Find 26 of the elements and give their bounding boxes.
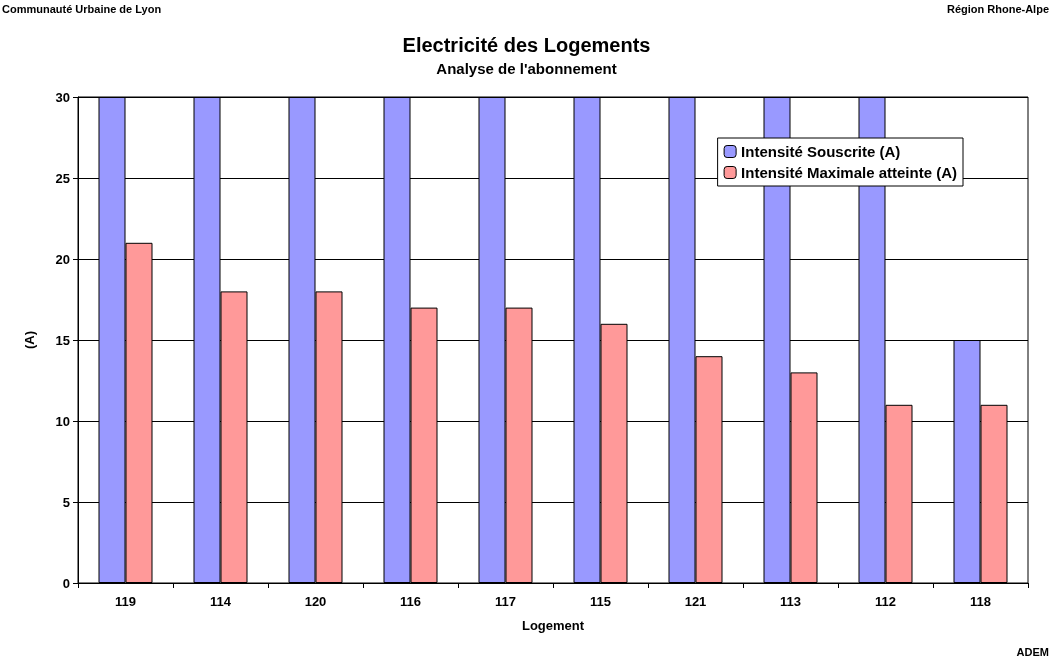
y-tick-label: 20 — [55, 251, 70, 267]
chart-title: Electricité des Logements — [402, 34, 651, 56]
y-axis-title: (A) — [22, 330, 37, 350]
y-tick-label: 5 — [62, 494, 70, 510]
x-tick-label: 116 — [400, 594, 421, 609]
x-tick-label: 121 — [684, 594, 707, 609]
x-tick-label: 112 — [875, 594, 896, 609]
y-tick-label: 15 — [55, 332, 70, 348]
x-tick-label: 117 — [495, 594, 516, 609]
y-tick-label: 0 — [62, 575, 70, 591]
legend-label: Intensité Maximale atteinte (A) — [741, 164, 958, 181]
y-tick-label: 30 — [55, 89, 70, 105]
x-tick-label: 113 — [780, 594, 801, 609]
text: Région Rhone-Alpe — [946, 2, 1050, 15]
chart-subtitle: Analyse de l'abonnement — [436, 60, 617, 77]
x-tick-label: 120 — [304, 594, 327, 609]
x-tick-label: 114 — [210, 594, 232, 609]
y-tick-label: 10 — [55, 413, 70, 429]
x-tick-label: 119 — [115, 594, 136, 609]
text: ADEM — [1016, 645, 1049, 658]
text: Communauté Urbaine de Lyon — [2, 2, 162, 15]
x-axis-title: Logement — [521, 618, 585, 633]
legend-label: Intensité Souscrite (A) — [741, 143, 901, 160]
x-tick-label: 118 — [970, 594, 991, 609]
x-tick-label: 115 — [590, 594, 611, 609]
y-tick-label: 25 — [55, 170, 70, 186]
